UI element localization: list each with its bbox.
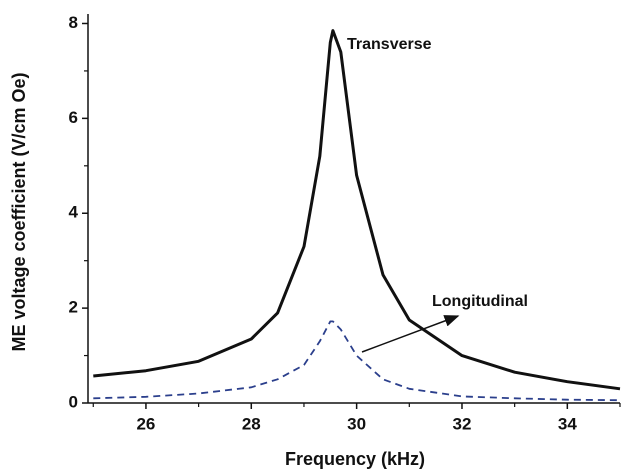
series-line (93, 29, 621, 391)
x-tick-label: 30 (347, 414, 366, 433)
y-tick-label: 0 (69, 392, 78, 411)
y-tick-label: 6 (69, 108, 78, 127)
y-tick-label: 2 (69, 298, 78, 317)
annotation-arrow (361, 315, 460, 353)
series-line (93, 320, 621, 402)
x-tick-label: 32 (453, 414, 472, 433)
x-axis-label: Frequency (kHz) (285, 449, 425, 469)
y-tick-label: 4 (69, 203, 79, 222)
y-tick-label: 8 (69, 13, 78, 32)
x-tick-label: 28 (242, 414, 261, 433)
series-label: Transverse (347, 36, 432, 53)
series-label: Longitudinal (432, 293, 528, 310)
y-axis-label: ME voltage coefficient (V/cm Oe) (9, 72, 29, 351)
x-tick-label: 26 (136, 414, 155, 433)
x-tick-label: 34 (558, 414, 577, 433)
